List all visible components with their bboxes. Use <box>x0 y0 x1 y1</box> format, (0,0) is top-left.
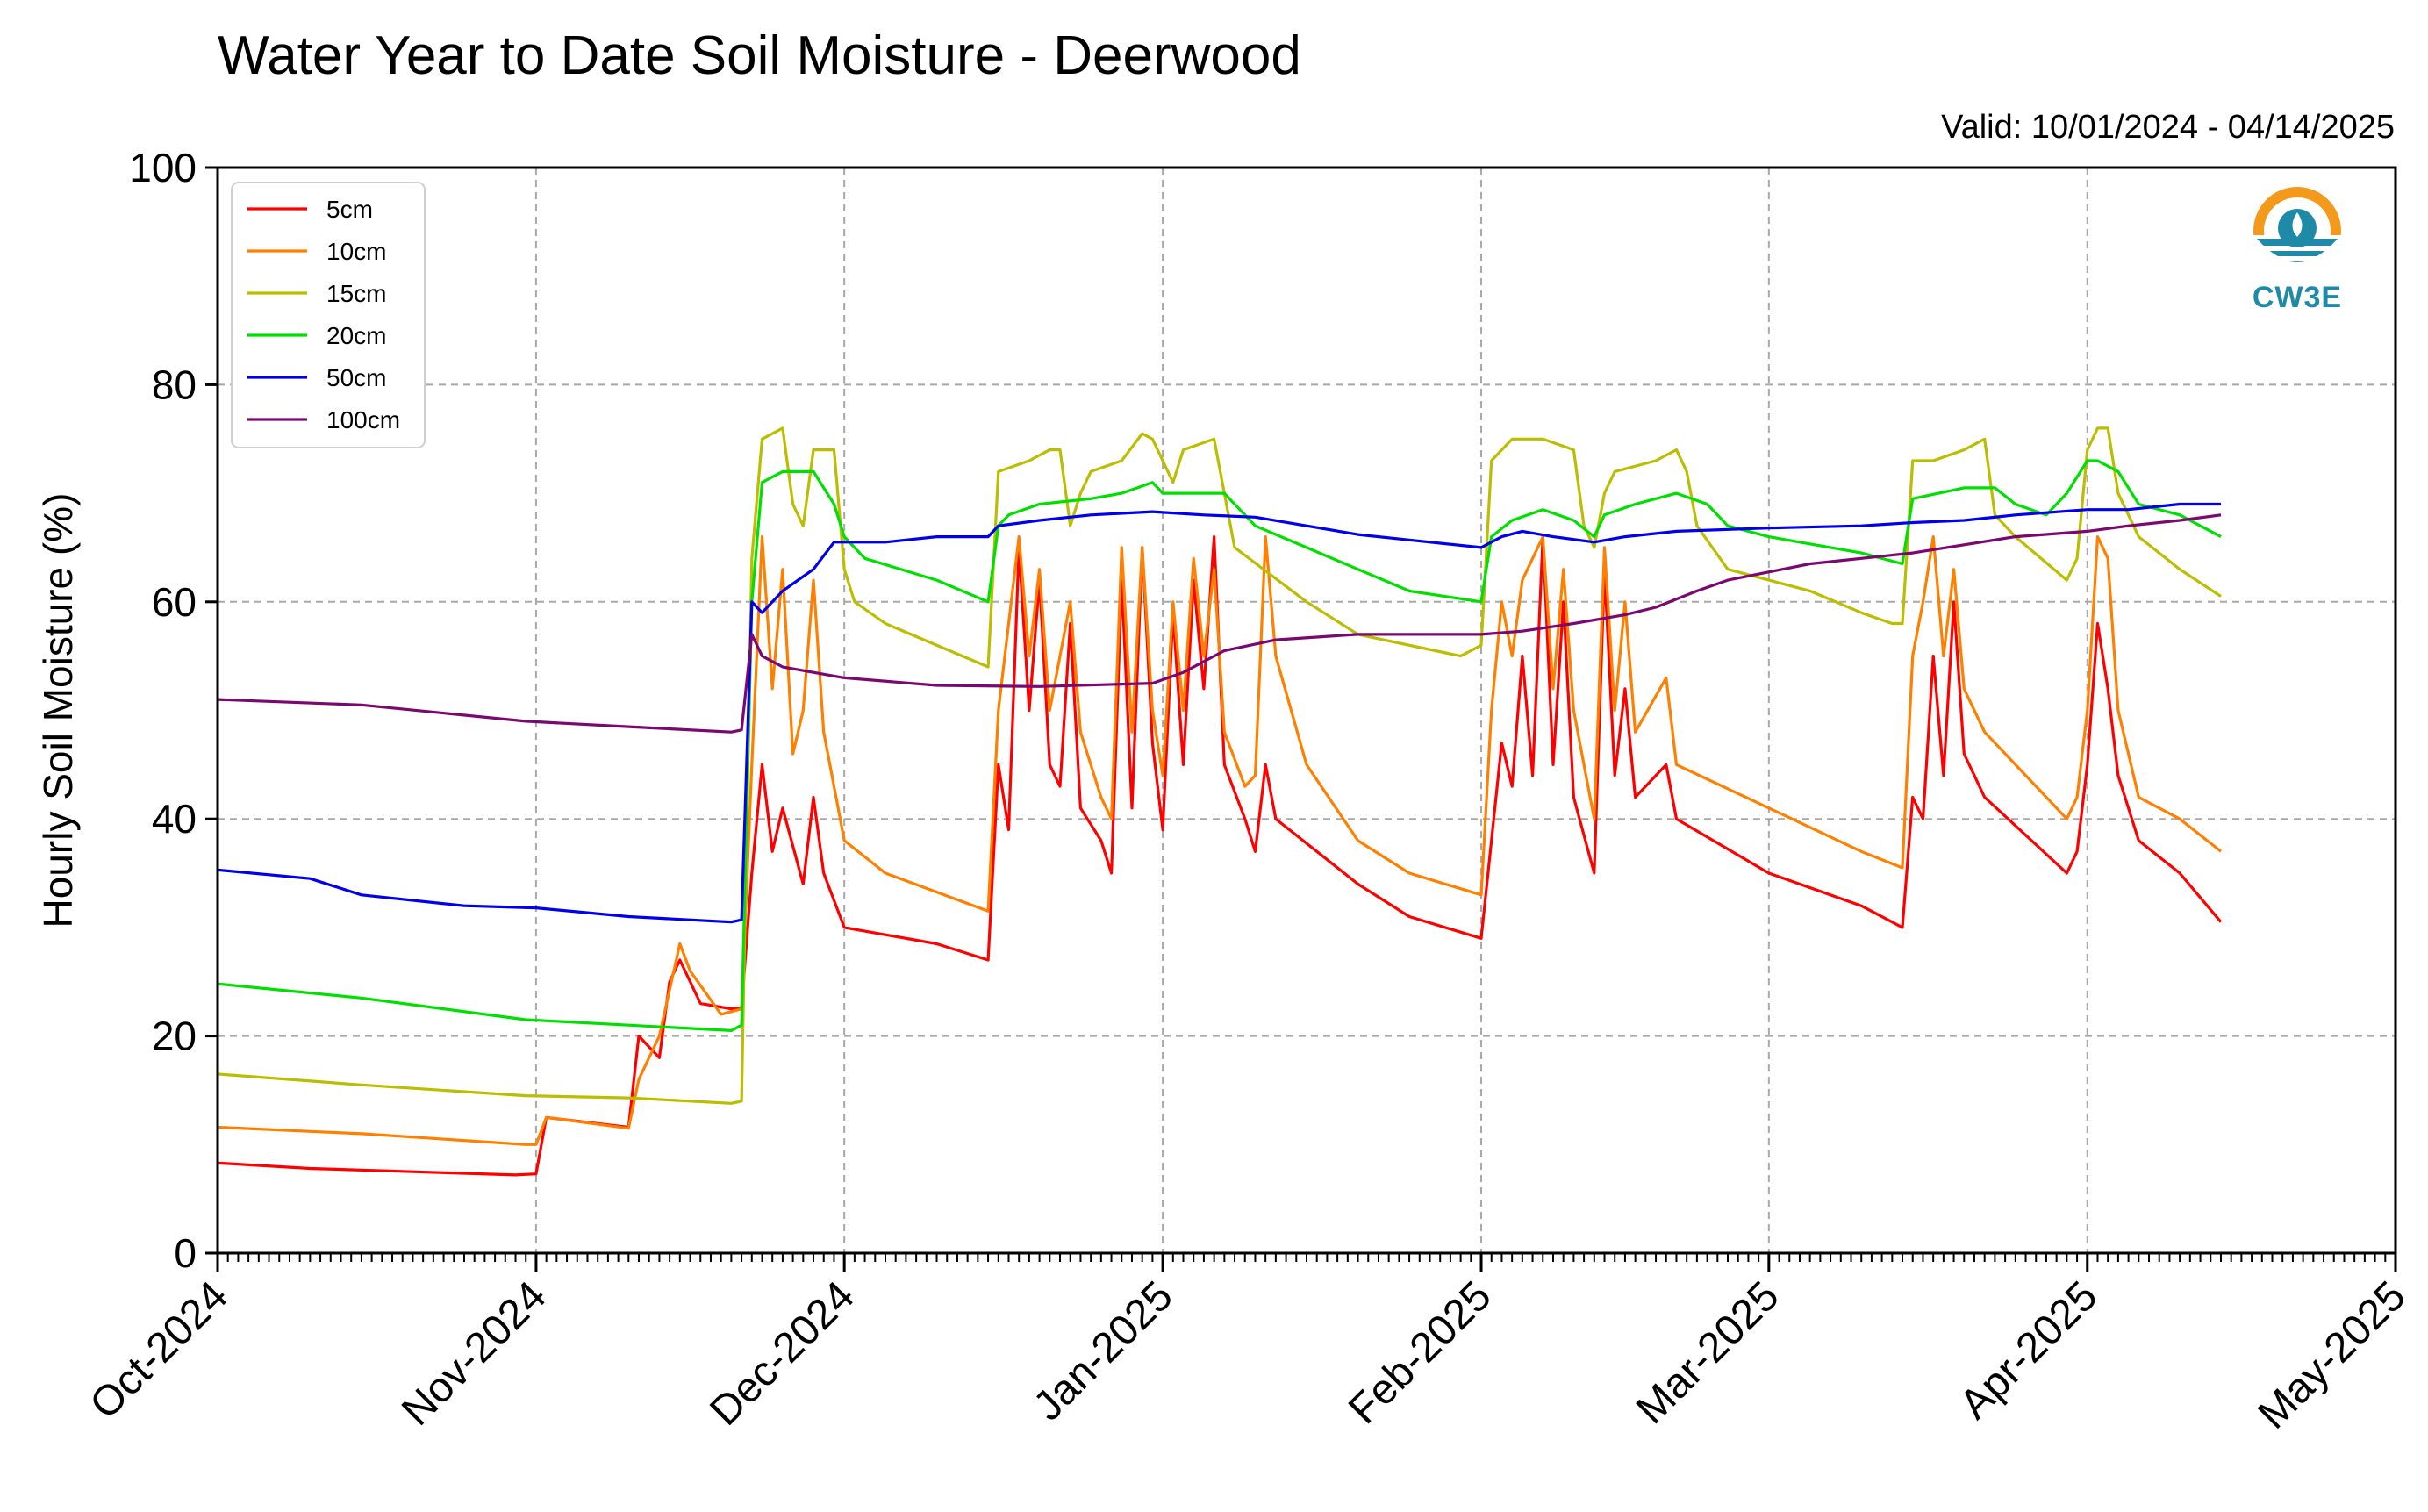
x-tick-label: Nov-2024 <box>393 1272 555 1435</box>
series-line-15cm <box>217 426 2222 1105</box>
grid-lines <box>218 168 2396 1253</box>
x-tick-label: Feb-2025 <box>1340 1272 1500 1433</box>
legend-label: 10cm <box>326 238 386 265</box>
series-line-10cm <box>217 535 2222 1146</box>
y-tick-label: 20 <box>152 1014 197 1059</box>
legend-label: 5cm <box>326 196 373 223</box>
x-tick-label: Dec-2024 <box>701 1272 863 1435</box>
y-axis-label: Hourly Soil Moisture (%) <box>35 493 81 928</box>
legend-label: 100cm <box>326 406 400 434</box>
plot-frame <box>216 166 2397 1255</box>
y-tick-label: 40 <box>152 796 197 842</box>
x-tick-label: May-2025 <box>2249 1272 2414 1437</box>
axis-ticks: 0 20 40 60 80 100 Oct-2024 Nov-2024 Dec-2024 Jan-… <box>82 145 2415 1438</box>
x-tick-label: Oct-2024 <box>82 1272 237 1428</box>
y-tick-label: 80 <box>152 362 197 407</box>
logo-icon <box>2252 187 2343 277</box>
x-tick-label: Jan-2025 <box>1025 1272 1182 1430</box>
legend-box <box>231 182 426 448</box>
logo-text: CW3E <box>2252 281 2343 314</box>
legend-label: 15cm <box>326 280 386 307</box>
legend-label: 50cm <box>326 364 386 391</box>
x-tick-label: Apr-2025 <box>1951 1272 2106 1428</box>
y-tick-label: 0 <box>174 1230 197 1276</box>
legend: 5cm 10cm 15cm 20cm 50cm 100cm <box>231 182 426 448</box>
chart-title: Water Year to Date Soil Moisture - Deerw… <box>218 25 1301 86</box>
y-tick-label: 60 <box>152 579 197 625</box>
cw3e-logo: CW3E <box>2245 183 2350 323</box>
legend-label: 20cm <box>326 322 386 349</box>
series-lines <box>217 426 2223 1177</box>
y-tick-label: 100 <box>129 145 197 190</box>
series-line-100cm <box>217 513 2222 734</box>
valid-date-range: Valid: 10/01/2024 - 04/14/2025 <box>1941 109 2395 146</box>
series-line-50cm <box>217 502 2221 924</box>
series-line-20cm <box>217 459 2222 1032</box>
x-tick-label: Mar-2025 <box>1628 1272 1788 1433</box>
